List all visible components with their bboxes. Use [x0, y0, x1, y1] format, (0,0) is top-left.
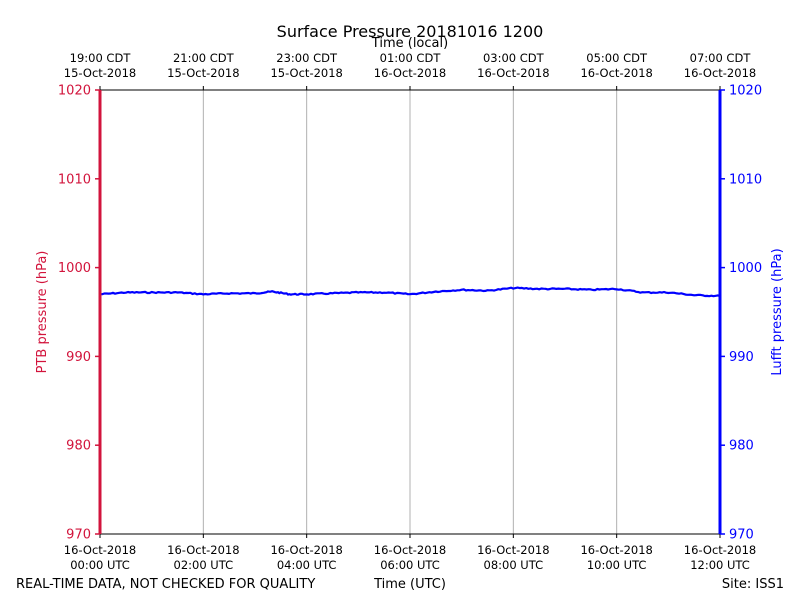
x-tick-label-utc-date: 16-Oct-2018	[374, 543, 446, 557]
y-axis-label-left: PTB pressure (hPa)	[35, 251, 50, 374]
y-axis-label-right: Lufft pressure (hPa)	[770, 248, 785, 375]
x-tick-label-utc-time: 06:00 UTC	[380, 558, 440, 572]
pressure-series-line	[100, 286, 721, 298]
x-tick-label-utc-time: 02:00 UTC	[174, 558, 234, 572]
y-tick-label-left: 1000	[58, 261, 91, 276]
x-tick-label-local-time: 21:00 CDT	[173, 51, 235, 65]
x-tick-label-local-date: 15-Oct-2018	[270, 66, 342, 80]
y-tick-label-right: 1010	[729, 172, 762, 187]
x-tick-label-local-time: 03:00 CDT	[483, 51, 545, 65]
y-tick-label-right: 1000	[729, 261, 762, 276]
y-tick-label-right: 970	[729, 528, 754, 543]
x-tick-label-local-time: 19:00 CDT	[70, 51, 132, 65]
x-tick-label-local-date: 16-Oct-2018	[684, 66, 756, 80]
grid-layer	[202, 90, 618, 534]
x-tick-label-local-time: 07:00 CDT	[690, 51, 752, 65]
x-tick-label-local-date: 16-Oct-2018	[580, 66, 652, 80]
x-tick-label-utc-time: 12:00 UTC	[690, 558, 750, 572]
x-tick-label-local-date: 15-Oct-2018	[64, 66, 136, 80]
x-tick-label-utc-time: 10:00 UTC	[587, 558, 647, 572]
series-layer	[100, 286, 721, 298]
y-tick-label-right: 1020	[729, 84, 762, 99]
quality-note: REAL-TIME DATA, NOT CHECKED FOR QUALITY	[16, 577, 315, 592]
y-tick-label-left: 990	[66, 350, 91, 365]
top-axis-label: Time (local)	[371, 36, 448, 51]
x-tick-label-utc-date: 16-Oct-2018	[270, 543, 342, 557]
x-tick-label-local-time: 01:00 CDT	[380, 51, 442, 65]
y-tick-label-right: 980	[729, 439, 754, 454]
x-tick-label-utc-time: 04:00 UTC	[277, 558, 337, 572]
x-tick-label-local-date: 16-Oct-2018	[477, 66, 549, 80]
x-axis-label: Time (UTC)	[373, 577, 446, 592]
x-tick-label-utc-date: 16-Oct-2018	[64, 543, 136, 557]
x-tick-label-local-date: 15-Oct-2018	[167, 66, 239, 80]
x-tick-label-utc-date: 16-Oct-2018	[684, 543, 756, 557]
x-tick-label-utc-time: 00:00 UTC	[70, 558, 130, 572]
x-tick-label-utc-date: 16-Oct-2018	[167, 543, 239, 557]
x-tick-label-utc-time: 08:00 UTC	[484, 558, 544, 572]
y-tick-label-right: 990	[729, 350, 754, 365]
x-tick-label-local-time: 05:00 CDT	[586, 51, 648, 65]
y-tick-label-left: 1020	[58, 84, 91, 99]
x-tick-label-utc-date: 16-Oct-2018	[477, 543, 549, 557]
x-tick-label-local-time: 23:00 CDT	[276, 51, 338, 65]
axis-layer	[98, 90, 722, 534]
y-tick-label-left: 980	[66, 439, 91, 454]
site-label: Site: ISS1	[722, 577, 784, 592]
y-tick-label-left: 970	[66, 528, 91, 543]
x-tick-label-local-date: 16-Oct-2018	[374, 66, 446, 80]
y-tick-label-left: 1010	[58, 172, 91, 187]
chart-title: Surface Pressure 20181016 1200	[277, 22, 544, 41]
x-tick-label-utc-date: 16-Oct-2018	[580, 543, 652, 557]
